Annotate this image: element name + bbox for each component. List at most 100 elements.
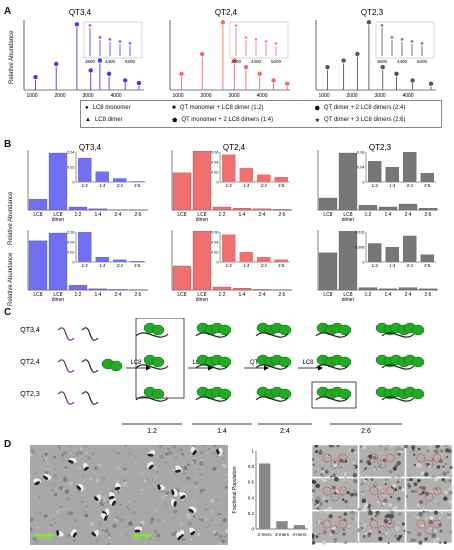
cell-noise <box>449 465 453 469</box>
bar <box>88 208 108 211</box>
cell-noise <box>330 445 335 448</box>
particle-outline <box>416 519 426 529</box>
em-noise <box>43 456 49 461</box>
em-noise <box>210 488 213 491</box>
cell-noise <box>378 445 383 448</box>
cell-noise <box>435 516 439 519</box>
em-noise <box>74 519 77 522</box>
cell-noise <box>312 488 316 493</box>
inset-bar <box>113 178 127 182</box>
inset-category-label: 2:6 <box>424 183 431 188</box>
qt-strand <box>57 327 75 341</box>
em-noise <box>119 503 123 507</box>
cell-noise <box>435 487 438 491</box>
x-tick: 2000 <box>54 93 65 99</box>
legend-text: QT dimer + 3 LC8 dimers (2:6) <box>324 117 406 123</box>
em-noise <box>224 473 227 476</box>
em-particle-shadow <box>43 475 49 480</box>
inset-y-tick: 0.04 <box>211 241 218 245</box>
inset-tick: 4400 <box>105 59 116 64</box>
em-noise <box>75 452 79 456</box>
cell-noise <box>338 515 342 519</box>
inset-bar <box>222 154 236 182</box>
em-noise <box>110 489 114 493</box>
em-noise <box>159 452 162 455</box>
lc8-dimer <box>338 324 352 336</box>
cell-noise <box>449 530 453 534</box>
bar <box>358 287 378 291</box>
cell-noise <box>315 483 320 489</box>
cell-noise <box>408 485 412 488</box>
cell-noise <box>383 530 389 536</box>
bar-category-label: dimer <box>342 217 355 223</box>
em-noise <box>28 475 32 478</box>
row-label: QT2,4 <box>20 359 40 366</box>
qt-strand <box>255 396 289 402</box>
particle-outline <box>432 453 442 463</box>
bar-category-label: LC8 <box>53 212 62 218</box>
inset-y-tick: 0.06 <box>211 231 218 235</box>
bar <box>192 231 212 291</box>
inset-bar <box>257 257 271 262</box>
em-noise <box>128 521 133 527</box>
particle-outline <box>338 486 348 496</box>
peak-marker <box>243 65 249 70</box>
inset-marker: ★ <box>420 41 425 47</box>
em-particle-shadow <box>91 531 97 537</box>
cell-noise <box>354 445 357 449</box>
cell-noise <box>367 461 372 466</box>
x-tick: 2000 <box>200 93 211 99</box>
em-noise <box>167 450 173 455</box>
bar-category-label: LC8 <box>177 292 186 298</box>
em-noise <box>115 515 120 520</box>
inset-category-label: 1:4 <box>99 183 106 188</box>
bar-category-label: 1:2 <box>219 292 226 298</box>
legend-text: QT monomer + 2 LC8 dimers (1:4) <box>181 117 274 123</box>
particle-outline <box>377 525 387 535</box>
cell-noise <box>344 476 348 480</box>
cell-noise <box>330 475 333 479</box>
panel-a-ylabel: Relative Abundance <box>9 30 15 84</box>
em-noise <box>209 510 213 514</box>
em-noise <box>221 453 225 457</box>
inset-marker: ★ <box>98 35 103 41</box>
cell-noise <box>341 498 345 501</box>
cell-noise <box>363 523 366 527</box>
bar-category-label: 2:4 <box>405 292 412 298</box>
peak-marker <box>33 74 38 80</box>
qt-strand <box>255 332 289 338</box>
inset-category-label: 1:2 <box>226 183 233 188</box>
em-noise <box>182 480 185 482</box>
bar <box>398 203 418 211</box>
em-noise <box>52 518 55 521</box>
cell-noise <box>445 448 450 453</box>
em-noise <box>200 458 203 461</box>
particle-outline <box>432 519 442 529</box>
peak-marker <box>341 58 346 63</box>
cell-noise <box>333 461 337 464</box>
cell-noise <box>312 458 315 461</box>
em-noise <box>153 478 156 481</box>
em-particle-shadow <box>72 532 77 538</box>
em-noise <box>82 511 85 514</box>
x-tick: 4000 <box>402 93 413 99</box>
inset-bar <box>420 254 434 262</box>
em-noise <box>158 443 164 448</box>
inset-category-label: 2:6 <box>278 183 285 188</box>
cell-noise <box>436 465 441 469</box>
cell-noise <box>354 499 358 503</box>
row-label: QT2,3 <box>20 391 40 398</box>
em-noise <box>51 489 54 491</box>
cell-noise <box>387 528 390 532</box>
em-noise <box>102 496 106 500</box>
em-noise <box>219 512 222 515</box>
em-noise <box>207 524 211 527</box>
cell-noise <box>312 540 316 545</box>
y-tick: 0.6 <box>248 480 255 485</box>
cell-noise <box>438 516 441 520</box>
peak-marker <box>54 61 59 67</box>
cell-noise <box>315 450 319 454</box>
cell-noise <box>368 485 372 489</box>
em-noise <box>159 454 164 460</box>
